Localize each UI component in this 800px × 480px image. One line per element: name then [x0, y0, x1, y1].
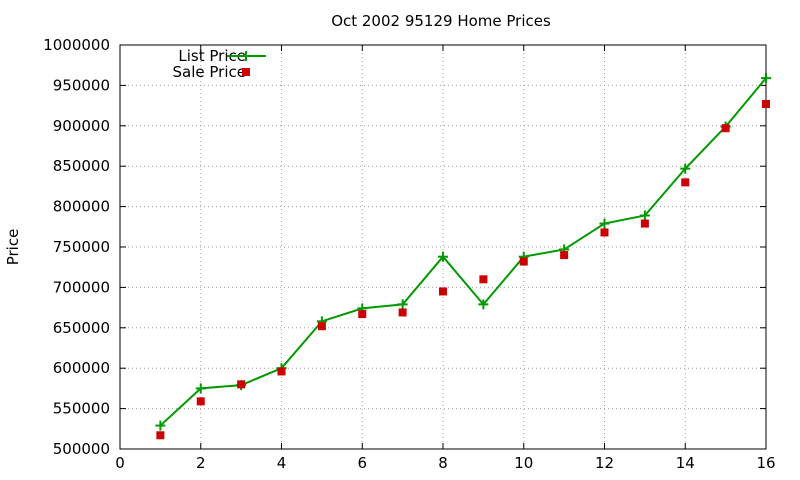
data-point — [519, 257, 528, 266]
legend-label: List Price — [178, 47, 246, 65]
data-point — [439, 287, 447, 296]
x-tick-label: 8 — [438, 454, 448, 472]
legend-marker — [242, 68, 250, 76]
data-point — [681, 178, 690, 187]
data-point — [721, 124, 730, 133]
legend-label: Sale Price — [173, 63, 246, 81]
x-tick-label: 16 — [756, 454, 775, 472]
data-point — [398, 308, 407, 317]
data-point — [358, 310, 367, 319]
data-point — [640, 219, 649, 228]
y-tick-label: 950000 — [53, 76, 110, 94]
axis-ticks: 500000 550000 600000 650000 700000 750000 8000… — [43, 36, 775, 472]
data-point — [156, 431, 165, 440]
data-point — [195, 383, 206, 394]
y-tick-label: 900000 — [53, 117, 110, 135]
data-point — [639, 210, 650, 221]
y-tick-label: 550000 — [53, 400, 110, 418]
data-point — [761, 73, 771, 84]
x-tick-label: 2 — [196, 454, 206, 472]
x-tick-label: 4 — [277, 454, 287, 472]
x-tick-label: 14 — [676, 454, 695, 472]
y-tick-label: 700000 — [53, 278, 110, 296]
x-tick-label: 0 — [115, 454, 125, 472]
data-point — [237, 380, 246, 389]
y-tick-label: 750000 — [53, 238, 110, 256]
data-point — [479, 275, 488, 284]
y-tick-label: 600000 — [53, 359, 110, 377]
y-tick-label: 800000 — [53, 198, 110, 216]
data-point — [196, 397, 205, 406]
data-point — [680, 163, 691, 174]
data-point — [478, 299, 489, 310]
chart-title: Oct 2002 95129 Home Prices — [331, 12, 551, 30]
y-tick-label: 500000 — [53, 440, 110, 458]
data-point — [397, 299, 408, 310]
y-tick-label: 650000 — [53, 319, 110, 337]
data-point — [560, 251, 569, 260]
y-axis-label: Price — [4, 229, 22, 266]
legend-marker — [241, 51, 251, 61]
x-tick-label: 12 — [595, 454, 614, 472]
x-tick-label: 10 — [514, 454, 533, 472]
y-tick-label: 1000000 — [43, 36, 110, 54]
data-point — [277, 367, 286, 376]
grid-lines — [120, 45, 766, 449]
data-point — [599, 218, 610, 229]
data-point — [155, 420, 166, 431]
data-point — [317, 322, 326, 331]
series-1 — [156, 99, 770, 440]
series-layer — [155, 73, 771, 440]
x-tick-label: 6 — [357, 454, 367, 472]
data-point — [762, 99, 770, 108]
y-tick-label: 850000 — [53, 157, 110, 175]
data-point — [438, 251, 448, 262]
data-point — [600, 228, 609, 237]
series-line — [159, 77, 767, 427]
